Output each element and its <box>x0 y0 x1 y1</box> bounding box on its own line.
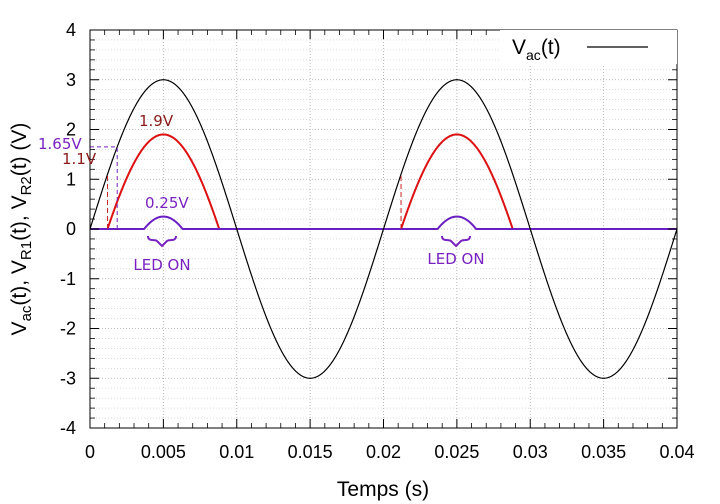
x-tick-label: 0.02 <box>366 442 401 462</box>
tick-labels: -4 -3 -2 -1 0 1 2 3 4 0 0.005 0.01 0.015 0.02 0.025 0.0… <box>60 20 695 462</box>
annotation-peak-r2: 0.25V <box>145 194 189 212</box>
y-tick-label: 1 <box>66 169 76 189</box>
y-axis-title-tail: (t) (V) <box>8 123 31 177</box>
legend-label: Vac(t) <box>512 36 561 63</box>
annotation-led-on-2: LED ON <box>427 250 484 268</box>
y-tick-label: 3 <box>66 70 76 90</box>
y-axis-title-v1: V <box>8 321 31 335</box>
y-tick-label: -2 <box>60 319 76 339</box>
y-tick-label: 0 <box>66 219 76 239</box>
legend-label-tail: (t) <box>541 36 561 59</box>
y-axis-title-sub2: R1 <box>18 241 35 260</box>
legend-label-sub: ac <box>526 47 541 63</box>
y-axis-title: Vac(t), VR1(t), VR2(t) (V) <box>8 123 35 336</box>
y-tick-label: 2 <box>66 120 76 140</box>
y-axis-title-sub1: ac <box>18 305 35 321</box>
annotations: 1.9V 1.65V 1.1V 0.25V LED ON LED ON <box>38 112 485 274</box>
guide-lines <box>90 146 402 229</box>
y-axis-title-sub3: R2 <box>18 176 35 195</box>
annotation-threshold-r2: 1.65V <box>38 135 82 153</box>
y-axis-title-mid1: (t), V <box>8 260 31 306</box>
series-layer <box>89 79 678 379</box>
y-tick-label: -3 <box>60 368 76 388</box>
legend-label-main: V <box>512 36 526 59</box>
legend: Vac(t) <box>500 30 677 64</box>
x-tick-label: 0 <box>85 442 95 462</box>
x-axis-title: Temps (s) <box>337 478 429 501</box>
y-tick-label: -1 <box>60 269 76 289</box>
y-tick-label: -4 <box>60 418 76 438</box>
x-tick-label: 0.01 <box>219 442 254 462</box>
x-tick-label: 0.03 <box>513 442 548 462</box>
x-tick-label: 0.035 <box>581 442 626 462</box>
x-tick-label: 0.005 <box>141 442 186 462</box>
series-vac <box>89 79 678 379</box>
x-tick-label: 0.025 <box>434 442 479 462</box>
annotation-led-on-1: LED ON <box>133 256 190 274</box>
x-tick-label: 0.015 <box>288 442 333 462</box>
y-axis-title-mid2: (t), V <box>8 195 31 241</box>
annotation-threshold-r1: 1.1V <box>62 150 97 168</box>
led-on-brace-1 <box>147 235 177 248</box>
y-tick-label: 4 <box>66 20 76 40</box>
annotation-peak-r1: 1.9V <box>139 112 174 130</box>
x-tick-label: 0.04 <box>659 442 694 462</box>
led-on-brace-2 <box>441 235 471 248</box>
